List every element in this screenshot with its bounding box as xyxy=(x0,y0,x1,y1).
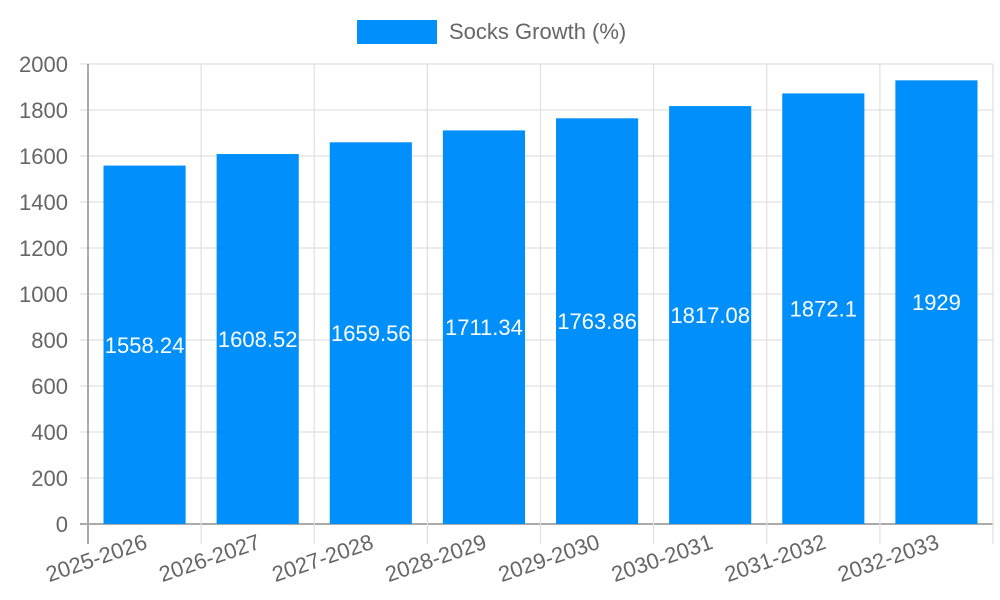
y-tick-label: 200 xyxy=(31,466,68,491)
x-tick-label: 2025-2026 xyxy=(43,529,151,587)
bar[interactable] xyxy=(216,154,299,524)
bar[interactable] xyxy=(329,142,412,524)
y-tick-label: 1400 xyxy=(19,190,68,215)
x-tick-label: 2031-2032 xyxy=(721,529,829,587)
data-label: 1711.34 xyxy=(445,315,523,340)
bar[interactable] xyxy=(669,106,752,525)
data-label: 1929 xyxy=(912,290,961,315)
bar[interactable] xyxy=(895,80,978,524)
y-tick-label: 2000 xyxy=(19,52,68,77)
y-tick-label: 400 xyxy=(31,420,68,445)
data-label: 1817.08 xyxy=(670,303,750,328)
legend-label: Socks Growth (%) xyxy=(449,19,627,44)
y-tick-label: 600 xyxy=(31,374,68,399)
y-tick-label: 0 xyxy=(56,512,68,537)
chart-legend[interactable]: Socks Growth (%) xyxy=(357,19,626,45)
data-labels: 1558.24 1608.52 1659.56 1711.34 1763.86 1817.… xyxy=(105,290,961,358)
bar[interactable] xyxy=(782,93,865,525)
data-label: 1763.86 xyxy=(557,309,637,334)
x-tick-label: 2026-2027 xyxy=(156,529,264,587)
x-tick-label: 2030-2031 xyxy=(608,529,716,587)
y-tick-label: 1600 xyxy=(19,144,68,169)
y-tick-label: 1800 xyxy=(19,98,68,123)
data-label: 1872.1 xyxy=(790,297,857,322)
x-tick-label: 2027-2028 xyxy=(269,529,377,587)
bars xyxy=(103,80,978,525)
data-label: 1659.56 xyxy=(331,321,411,346)
bar[interactable] xyxy=(103,165,186,524)
x-tick-label: 2029-2030 xyxy=(495,529,603,587)
y-tick-label: 1000 xyxy=(19,282,68,307)
y-tick-label: 1200 xyxy=(19,236,68,261)
data-label: 1558.24 xyxy=(105,333,185,358)
y-axis: 0 200 400 600 800 1000 1200 1400 1600 1800 2000 xyxy=(19,52,68,537)
x-axis: 2025-2026 2026-2027 2027-2028 2028-2029 2029… xyxy=(43,529,943,587)
bar[interactable] xyxy=(442,130,525,525)
x-tick-label: 2028-2029 xyxy=(382,529,490,587)
x-tick-label: 2032-2033 xyxy=(834,529,942,587)
legend-swatch xyxy=(357,20,437,44)
y-tick-label: 800 xyxy=(31,328,68,353)
bar[interactable] xyxy=(556,118,639,525)
data-label: 1608.52 xyxy=(218,327,298,352)
